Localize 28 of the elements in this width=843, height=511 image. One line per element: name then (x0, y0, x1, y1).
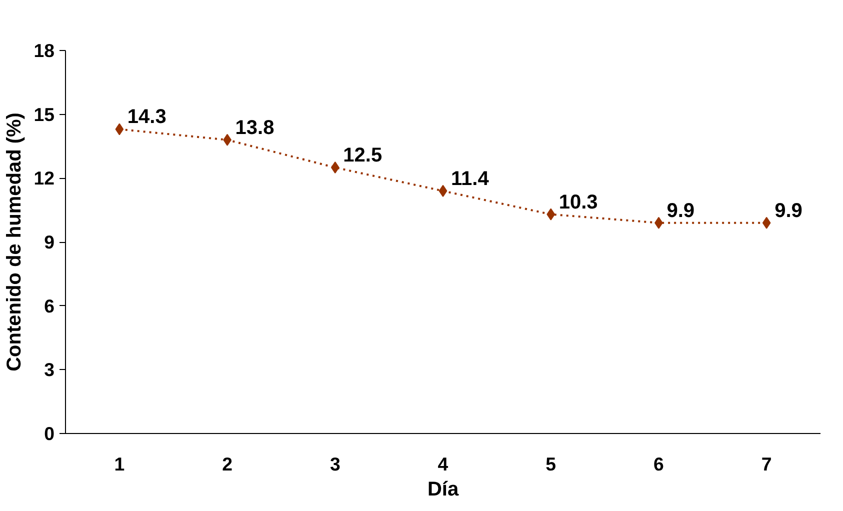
y-tick-label: 9 (44, 232, 55, 252)
y-tick-label: 18 (34, 40, 55, 61)
data-label: 10.3 (558, 191, 598, 214)
x-tick-label: 7 (761, 454, 772, 474)
point (546, 208, 556, 220)
y-axis-title: Contenido de humedad (%) (4, 112, 26, 372)
data-label: 13.8 (235, 116, 274, 139)
x-tick-label: 6 (654, 454, 664, 474)
data-label: 9.9 (666, 200, 695, 222)
point (438, 184, 448, 197)
x-tick-label: 1 (114, 454, 125, 474)
x-tick-label: 3 (330, 454, 340, 474)
y-tick-label: 0 (44, 423, 55, 444)
point (762, 216, 771, 229)
data-label: 11.4 (451, 168, 490, 190)
y-tick-label: 6 (44, 295, 55, 316)
data-label: 9.9 (774, 200, 802, 222)
x-tick-label: 4 (438, 454, 449, 474)
x-tick-label: 5 (546, 454, 556, 474)
point (115, 123, 124, 136)
data-label: 14.3 (127, 106, 166, 128)
point (330, 162, 340, 174)
y-tick-label: 3 (44, 359, 55, 380)
x-axis-title: Día (427, 478, 460, 500)
x-tick-label: 2 (222, 454, 232, 474)
y-tick-label: 15 (34, 104, 55, 125)
data-label: 12.5 (343, 144, 382, 167)
y-tick-label: 12 (34, 168, 55, 189)
